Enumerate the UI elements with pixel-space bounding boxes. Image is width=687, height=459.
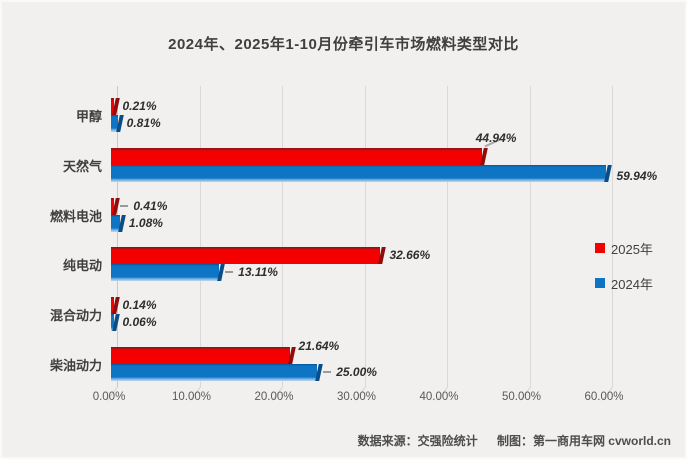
bar-end-cap (378, 247, 387, 265)
x-tick-label-10: 10.00% (171, 391, 211, 403)
x-tick-label-40: 40.00% (419, 391, 459, 403)
value-label-2024-row5: 25.00% (336, 365, 377, 379)
bar-2024-row2 (111, 214, 126, 232)
bar-2024-row1 (111, 164, 612, 182)
leader-dash-2-0 (120, 204, 129, 207)
legend-label-2024: 2024年 (611, 276, 653, 292)
category-label-5: 柴油动力 (49, 358, 102, 373)
value-label-2025-row3: 32.66% (389, 248, 431, 263)
bar-end-cap (111, 98, 120, 115)
bar-2025-row2 (111, 197, 121, 215)
category-label-3: 纯电动 (62, 258, 102, 274)
value-label-2024-row2: 1.08% (128, 215, 163, 230)
legend-item-2024: 2024年 (595, 276, 653, 292)
bar-end-cap (287, 347, 296, 364)
credit-text: 制图：第一商用车网 cvworld.cn (496, 434, 671, 448)
data-source-text: 数据来源：交强险统计 (357, 434, 478, 448)
bar-end-cap (315, 364, 324, 381)
bar-end-cap (111, 314, 120, 332)
bar-2024-row3 (111, 264, 225, 282)
leader-dash-5-1 (323, 371, 332, 373)
value-label-2024-row3: 13.11% (238, 265, 278, 280)
value-label-2025-row2: 0.41% (133, 198, 168, 213)
category-label-0: 甲醇 (75, 109, 102, 124)
value-label-2024-row4: 0.06% (122, 315, 157, 330)
value-label-2025-row0: 0.21% (122, 99, 157, 113)
bar-2025-row3 (111, 247, 387, 265)
bar-end-cap (115, 115, 124, 132)
value-label-2024-row1: 59.94% (616, 168, 658, 183)
value-label-2025-row1: 44.94% (475, 130, 517, 145)
gridline-20 (282, 86, 283, 387)
gridline-50 (529, 86, 531, 387)
gridline-10 (199, 86, 201, 387)
x-tick-label-30: 30.00% (336, 391, 376, 403)
bar-2024-row5 (111, 364, 324, 381)
footer: 数据来源：交强险统计 制图：第一商用车网 cvworld.cn (358, 432, 671, 449)
bar-2025-row1 (111, 147, 488, 165)
bar-end-cap (479, 147, 488, 165)
gridline-0 (117, 86, 118, 387)
x-tick-label-20: 20.00% (254, 391, 294, 403)
category-label-2: 燃料电池 (49, 208, 102, 224)
chart-title: 2024年、2025年1-10月份牵引车市场燃料类型对比 (168, 36, 519, 53)
x-tick-label-0: 0.00% (92, 391, 126, 403)
bar-end-cap (217, 264, 225, 282)
gridline-60 (612, 86, 613, 387)
category-label-1: 天然气 (62, 158, 102, 174)
x-tick-label-60: 60.00% (584, 391, 624, 403)
bar-end-cap (112, 197, 121, 215)
bar-2024-row4 (111, 314, 120, 332)
leader-dash-3-1 (225, 271, 234, 274)
x-tick-label-50: 50.00% (501, 391, 541, 403)
bar-2025-row4 (111, 297, 120, 315)
legend-swatch-2025 (595, 243, 605, 253)
value-label-2024-row0: 0.81% (126, 116, 161, 130)
bar-2024-row0 (111, 115, 124, 132)
gridline-30 (364, 86, 366, 387)
bar-2025-row0 (111, 98, 120, 115)
legend-item-2025: 2025年 (595, 241, 653, 257)
legend-label-2025: 2025年 (611, 241, 653, 257)
bar-2025-row5 (111, 347, 296, 364)
bar-end-cap (111, 297, 120, 315)
value-label-2025-row5: 21.64% (298, 339, 340, 353)
gridline-40 (447, 86, 448, 387)
category-label-4: 混合动力 (49, 308, 102, 324)
bar-end-cap (118, 214, 126, 232)
value-label-2025-row4: 0.14% (122, 298, 157, 313)
bar-end-cap (603, 164, 612, 182)
legend-swatch-2024 (595, 278, 605, 288)
legend: 2025年 2024年 (595, 241, 653, 311)
